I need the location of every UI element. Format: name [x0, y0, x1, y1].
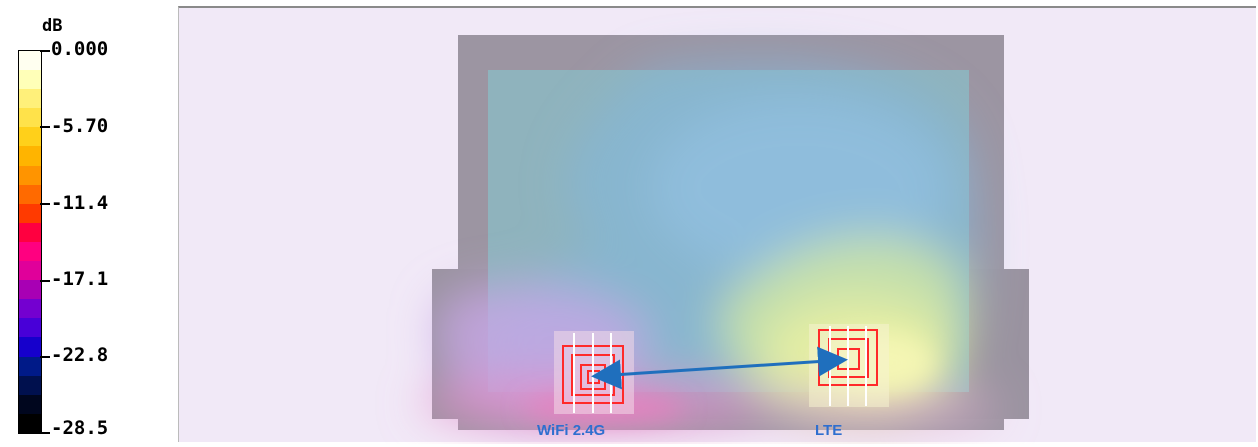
color-scale-bar [18, 50, 42, 434]
legend-tick [40, 203, 50, 205]
legend-label-2: -11.4 [51, 192, 109, 214]
color-scale-step [19, 89, 41, 109]
color-scale-step [19, 261, 41, 281]
legend-unit: dB [42, 16, 63, 36]
color-scale-step [19, 318, 41, 338]
color-scale-step [19, 413, 41, 433]
color-scale-step [19, 375, 41, 395]
lte-antenna [809, 324, 889, 407]
legend-label-5: -28.5 [51, 417, 109, 439]
color-scale-step [19, 165, 41, 185]
color-scale-step [19, 280, 41, 300]
color-scale-step [19, 241, 41, 262]
legend-tick [40, 432, 50, 434]
color-scale-step [19, 51, 41, 71]
wifi-antenna [554, 331, 634, 414]
field-plot-graphic [419, 35, 1029, 430]
color-scale-step [19, 222, 41, 242]
color-scale-step [19, 394, 41, 414]
wifi-antenna-label: WiFi 2.4G [537, 422, 606, 439]
color-scale-step [19, 146, 41, 166]
color-scale-step [19, 127, 41, 147]
color-scale-step [19, 184, 41, 204]
legend-tick [40, 356, 50, 358]
lte-antenna-label: LTE [815, 422, 843, 439]
field-plot: WiFi 2.4G LTE [178, 6, 1256, 442]
legend-tick [40, 126, 50, 128]
legend-label-3: -17.1 [51, 268, 109, 290]
color-scale-step [19, 70, 41, 90]
coupling-arrow [591, 346, 848, 390]
color-scale-step [19, 108, 41, 128]
legend-label-4: -22.8 [51, 344, 109, 366]
color-scale-legend: dB 0.000 -5.70 -11.4 -17.1 -22.8 -28.5 [0, 0, 180, 447]
legend-tick [40, 280, 50, 282]
color-scale-step [19, 356, 41, 376]
legend-label-1: -5.70 [51, 115, 109, 137]
color-scale-step [19, 299, 41, 319]
legend-tick [40, 50, 50, 52]
color-scale-step [19, 203, 41, 223]
legend-label-0: 0.000 [51, 38, 109, 60]
color-scale-step [19, 337, 41, 357]
